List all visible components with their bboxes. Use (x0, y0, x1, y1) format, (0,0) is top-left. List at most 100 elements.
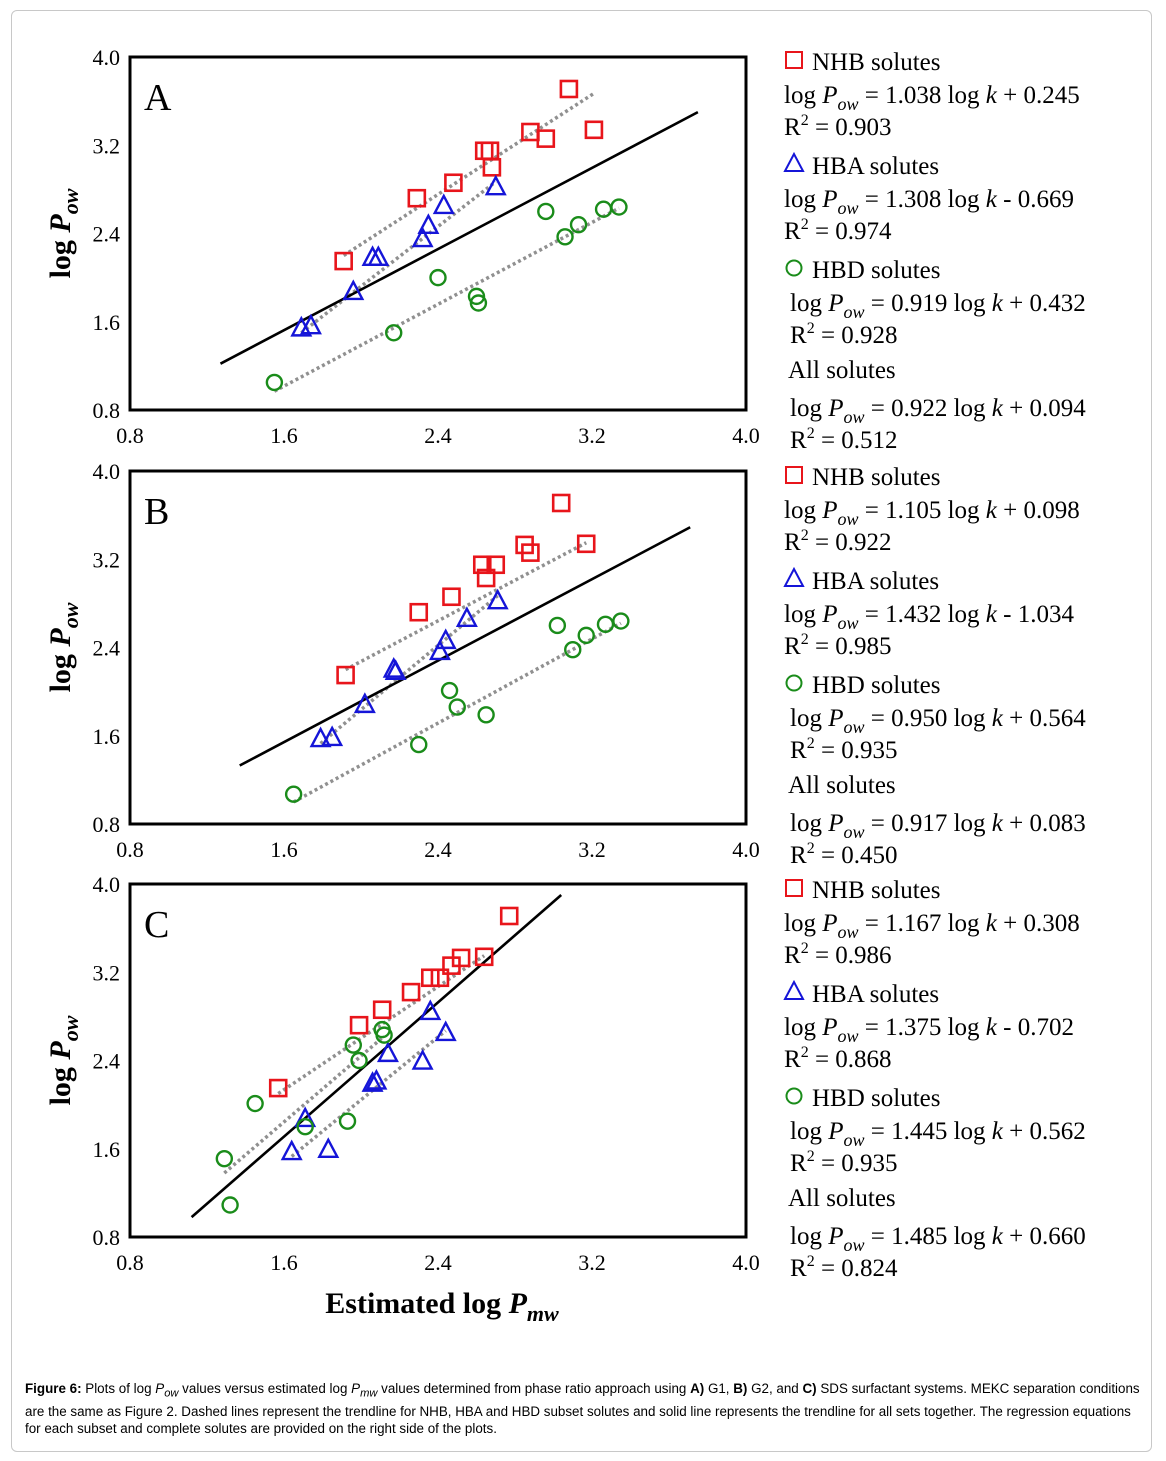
point-triangle (434, 1020, 457, 1042)
x-tick-label: 3.2 (578, 1250, 606, 1275)
y-axis-label-sub: ow (58, 188, 83, 214)
series-equation-mid: = 1.105 log (859, 497, 986, 524)
series-equation-log: log (790, 1118, 828, 1145)
legend-triangle-icon (783, 566, 805, 587)
series-equation-k: k (986, 601, 998, 628)
x-tick-label: 2.4 (424, 1250, 452, 1275)
series-r2-r: R (784, 529, 801, 556)
legend-triangle-icon (783, 151, 805, 172)
point-square (482, 158, 502, 177)
series-equation-const: + 0.564 (1003, 705, 1086, 732)
legend-all-solutes: All solutes (788, 357, 896, 384)
point-circle (569, 215, 588, 234)
point-circle (375, 1026, 393, 1044)
point-square (584, 120, 604, 140)
all-equation-mid: = 1.485 log (865, 1223, 992, 1250)
point-square (349, 1015, 369, 1035)
series-equation-log: log (784, 1014, 822, 1041)
x-axis-label-text: Estimated log (325, 1287, 508, 1320)
legend-circle-icon (785, 259, 803, 277)
series-r2-r: R (784, 218, 801, 245)
point-circle (221, 1196, 239, 1214)
caption-var: P (351, 1381, 361, 1396)
point-triangle (280, 1139, 303, 1161)
trendline-circle-a (273, 206, 620, 393)
series-r2-value: = 0.922 (809, 529, 892, 556)
series-equation-var: P (827, 1118, 843, 1145)
y-tick-label: 3.2 (93, 960, 121, 985)
point-square (444, 173, 463, 193)
series-equation-log: log (790, 705, 828, 732)
legend-series-name: NHB solutes (812, 464, 940, 491)
point-square (486, 555, 506, 575)
point-square (401, 982, 421, 1002)
series-equation-k: k (992, 290, 1004, 317)
legend-series-name: HBD solutes (812, 672, 940, 699)
y-axis-label-text: log (44, 1060, 77, 1106)
x-tick-label: 0.8 (116, 423, 144, 448)
trendline-square-a (342, 91, 595, 258)
all-equation-const: + 0.660 (1003, 1223, 1086, 1250)
y-tick-label: 0.8 (93, 1225, 121, 1250)
x-tick-label: 2.4 (424, 423, 452, 448)
series-equation: log Pow = 1.308 log k - 0.669 (784, 186, 1074, 218)
point-circle (596, 615, 615, 634)
series-equation-sub: ow (837, 613, 858, 633)
x-tick-label: 1.6 (270, 837, 298, 862)
caption-text: SDS surfactant systems. MEKC separation … (25, 1381, 1140, 1436)
point-square (451, 948, 471, 968)
x-tick-label: 1.6 (270, 423, 298, 448)
point-square (430, 968, 450, 988)
point-triangle (299, 313, 322, 335)
series-r2: R2 = 0.985 (784, 631, 892, 660)
trendline-circle-c (223, 1034, 386, 1175)
legend-square-icon (785, 466, 803, 484)
legend-series-name: HBA solutes (812, 981, 939, 1008)
all-equation-const: + 0.083 (1003, 810, 1086, 837)
caption-panel-c: C) (802, 1381, 817, 1396)
figure-caption: Figure 6: Plots of log Pow values versus… (25, 1380, 1143, 1437)
point-triangle (419, 999, 442, 1021)
point-circle (556, 228, 574, 246)
all-equation-sub: ow (843, 822, 864, 842)
caption-text: G1, (704, 1381, 734, 1396)
y-tick-label: 0.8 (93, 398, 121, 423)
point-triangle (361, 1071, 384, 1092)
series-equation-mid: = 1.445 log (865, 1118, 992, 1145)
point-circle (410, 735, 428, 754)
point-square (268, 1078, 288, 1098)
series-equation-const: - 0.702 (997, 1014, 1074, 1041)
trendline-all-b (239, 526, 691, 767)
all-r2-sup: 2 (807, 840, 815, 857)
series-equation-var: P (827, 290, 843, 317)
point-circle (385, 324, 403, 342)
series-equation-var: P (821, 910, 837, 937)
series-equation-k: k (986, 186, 998, 213)
series-r2-sup: 2 (801, 631, 809, 648)
legend-series-name: HBD solutes (812, 1085, 940, 1112)
series-r2-r: R (790, 1150, 807, 1177)
series-equation-const: + 0.562 (1003, 1118, 1086, 1145)
series-equation-log: log (784, 910, 822, 937)
series-equation-mid: = 1.308 log (859, 186, 986, 213)
point-triangle (376, 1041, 399, 1063)
point-circle (610, 198, 628, 216)
series-equation: log Pow = 1.375 log k - 0.702 (784, 1014, 1074, 1046)
series-equation-sub: ow (843, 302, 864, 322)
trendline-all-a (219, 111, 699, 365)
point-square (442, 587, 461, 607)
all-equation: log Pow = 0.917 log k + 0.083 (790, 810, 1086, 842)
series-equation: log Pow = 1.105 log k + 0.098 (784, 497, 1080, 529)
series-r2-sup: 2 (807, 735, 815, 752)
point-circle (440, 681, 459, 700)
all-r2-value: = 0.512 (815, 427, 898, 454)
series-equation-sub: ow (837, 1026, 858, 1046)
series-equation: log Pow = 0.950 log k + 0.564 (790, 705, 1086, 737)
point-triangle (411, 1049, 434, 1070)
point-circle (548, 616, 567, 635)
all-equation-sub: ow (843, 1235, 864, 1255)
legend-all-solutes: All solutes (788, 772, 896, 799)
series-equation-sub: ow (843, 1130, 864, 1150)
point-triangle (367, 245, 390, 266)
all-equation-var: P (827, 1223, 843, 1250)
